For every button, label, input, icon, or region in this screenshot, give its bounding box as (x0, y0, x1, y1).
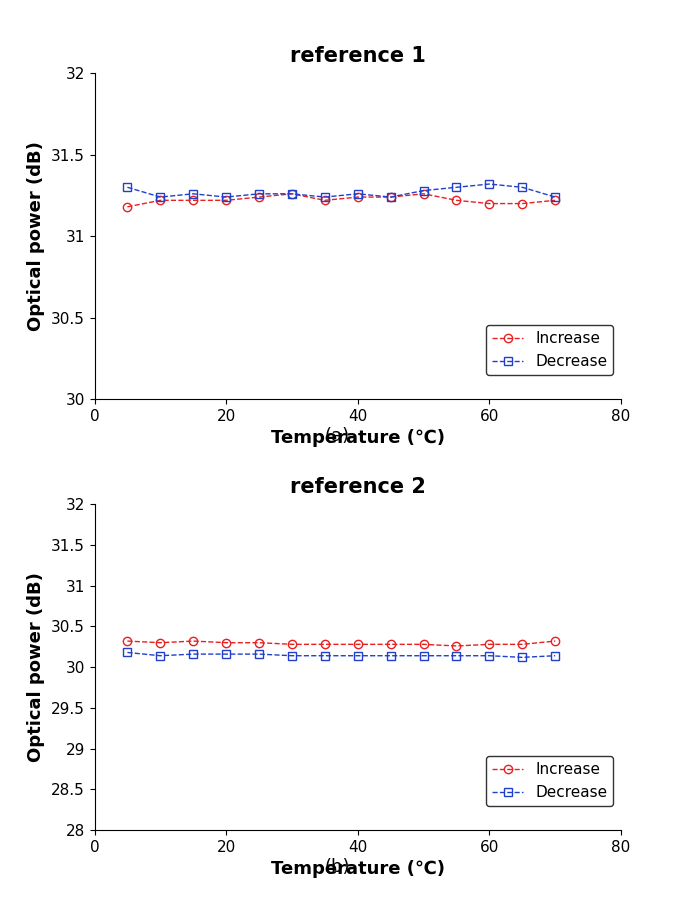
Line: Increase: Increase (124, 190, 560, 211)
Decrease (452, 650, 460, 661)
X-axis label: Temperature (℃): Temperature (℃) (271, 860, 445, 878)
Increase (485, 198, 493, 209)
Increase (387, 639, 395, 650)
Increase (452, 194, 460, 205)
Increase (321, 194, 329, 205)
Increase (222, 194, 230, 205)
Decrease (354, 188, 362, 199)
Increase (189, 635, 197, 646)
Decrease (387, 192, 395, 203)
Decrease (485, 650, 493, 661)
Increase (189, 194, 197, 205)
Decrease (485, 179, 493, 190)
Decrease (189, 648, 197, 659)
Text: (b): (b) (325, 857, 350, 876)
Increase (485, 639, 493, 650)
Decrease (321, 192, 329, 203)
Increase (255, 192, 263, 203)
Decrease (518, 652, 526, 663)
Text: (a): (a) (325, 426, 350, 445)
Legend: Increase, Decrease: Increase, Decrease (486, 757, 614, 806)
Decrease (222, 648, 230, 659)
Title: reference 1: reference 1 (290, 46, 426, 66)
Increase (124, 635, 132, 646)
Decrease (156, 650, 165, 661)
Line: Decrease: Decrease (124, 648, 560, 661)
Increase (222, 637, 230, 648)
Increase (288, 188, 296, 199)
Decrease (551, 650, 560, 661)
Increase (551, 194, 560, 205)
Increase (518, 639, 526, 650)
Increase (354, 639, 362, 650)
Decrease (255, 188, 263, 199)
Decrease (420, 185, 428, 196)
Decrease (420, 650, 428, 661)
Title: reference 2: reference 2 (290, 477, 426, 497)
Decrease (189, 188, 197, 199)
Decrease (354, 650, 362, 661)
Increase (387, 192, 395, 203)
Increase (288, 639, 296, 650)
Line: Decrease: Decrease (124, 180, 560, 201)
Line: Increase: Increase (124, 637, 560, 650)
Decrease (321, 650, 329, 661)
Decrease (124, 182, 132, 193)
Increase (156, 637, 165, 648)
Decrease (452, 182, 460, 193)
Decrease (288, 188, 296, 199)
Increase (156, 194, 165, 205)
Increase (518, 198, 526, 209)
X-axis label: Temperature (℃): Temperature (℃) (271, 429, 445, 447)
Increase (354, 192, 362, 203)
Increase (420, 188, 428, 199)
Increase (255, 637, 263, 648)
Decrease (124, 647, 132, 658)
Y-axis label: Optical power (dB): Optical power (dB) (28, 141, 45, 331)
Increase (452, 640, 460, 651)
Increase (124, 202, 132, 213)
Decrease (255, 648, 263, 659)
Increase (420, 639, 428, 650)
Decrease (222, 192, 230, 203)
Decrease (551, 192, 560, 203)
Decrease (387, 650, 395, 661)
Increase (321, 639, 329, 650)
Decrease (156, 192, 165, 203)
Y-axis label: Optical power (dB): Optical power (dB) (28, 572, 45, 762)
Decrease (518, 182, 526, 193)
Legend: Increase, Decrease: Increase, Decrease (486, 326, 614, 375)
Decrease (288, 650, 296, 661)
Increase (551, 635, 560, 646)
